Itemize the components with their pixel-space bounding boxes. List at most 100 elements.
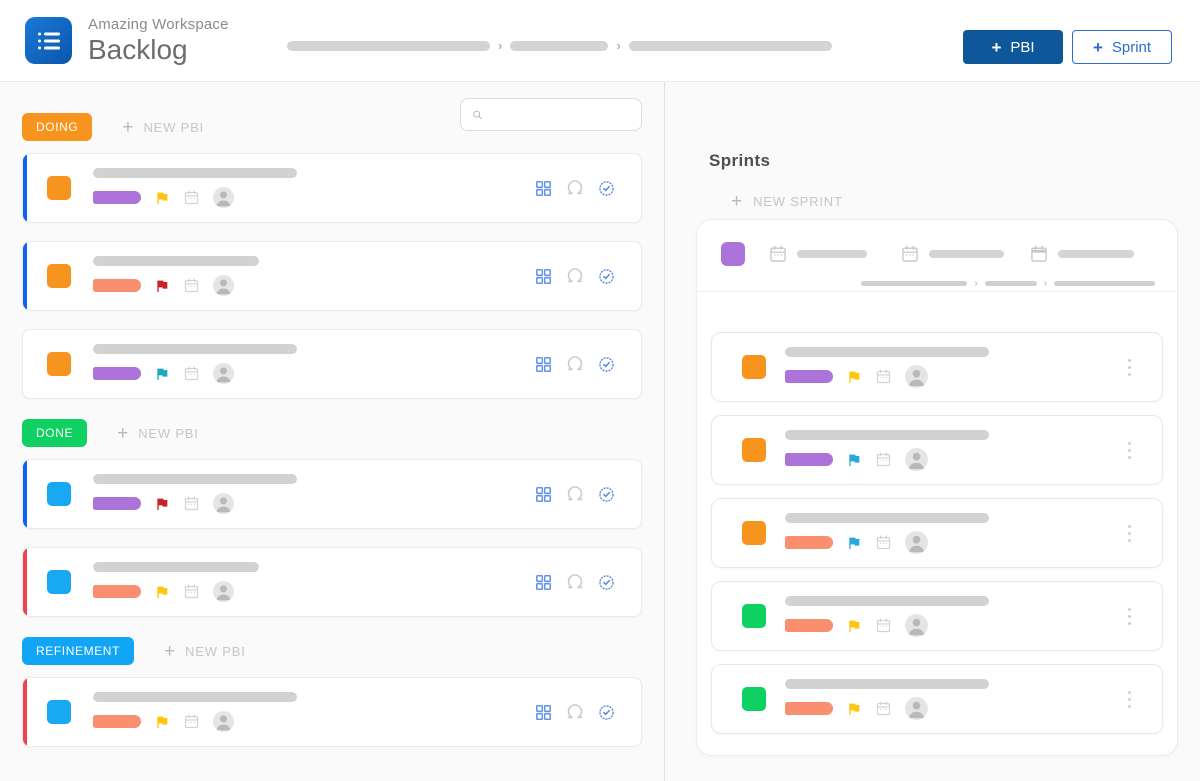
card-meta-row xyxy=(93,187,297,208)
calendar-icon xyxy=(184,278,199,293)
sprint-pbi-card[interactable] xyxy=(711,332,1163,402)
card-status-stripe xyxy=(23,242,27,310)
flag-icon xyxy=(849,620,860,632)
date-skeleton xyxy=(929,250,1004,258)
sprint-loop-icon[interactable] xyxy=(565,484,585,504)
pbi-card[interactable] xyxy=(22,153,642,223)
card-status-stripe xyxy=(23,330,27,398)
card-menu-kebab-icon[interactable] xyxy=(1124,521,1135,546)
breadcrumb-skeleton xyxy=(510,41,609,51)
board-grid-icon[interactable] xyxy=(534,179,553,198)
add-pbi-button[interactable]: + PBI xyxy=(963,30,1063,64)
calendar-icon xyxy=(184,190,199,205)
board-grid-icon[interactable] xyxy=(534,573,553,592)
card-body xyxy=(785,513,989,554)
pbi-card[interactable] xyxy=(22,241,642,311)
verified-badge-icon[interactable] xyxy=(597,573,616,592)
search-box[interactable] xyxy=(460,98,642,131)
pbi-card[interactable] xyxy=(22,677,642,747)
pbi-type-icon xyxy=(742,604,766,628)
pbi-card[interactable] xyxy=(22,547,642,617)
flag-icon xyxy=(849,371,860,383)
board-grid-icon[interactable] xyxy=(534,485,553,504)
assignee-avatar xyxy=(213,581,234,602)
new-pbi-label: NEW PBI xyxy=(185,643,246,659)
verified-badge-icon[interactable] xyxy=(597,355,616,374)
new-sprint-button[interactable]: + NEW SPRINT xyxy=(731,192,843,211)
verified-badge-icon[interactable] xyxy=(597,267,616,286)
card-tag-pill xyxy=(785,453,833,466)
pbi-card[interactable] xyxy=(22,459,642,529)
card-title-skeleton xyxy=(93,256,259,266)
sprint-loop-icon[interactable] xyxy=(565,702,585,722)
card-body xyxy=(785,679,989,720)
app-logo[interactable] xyxy=(25,17,72,64)
calendar-icon xyxy=(184,714,199,729)
new-pbi-button[interactable]: + NEW PBI xyxy=(117,424,199,443)
assignee-avatar xyxy=(905,365,928,388)
flag-icon xyxy=(157,368,168,380)
card-status-stripe xyxy=(23,548,27,616)
sprint-loop-icon[interactable] xyxy=(565,354,585,374)
backlog-sections: DOING + NEW PBI xyxy=(22,113,642,747)
add-sprint-button[interactable]: + Sprint xyxy=(1072,30,1172,64)
card-menu-kebab-icon[interactable] xyxy=(1124,604,1135,629)
flag-icon xyxy=(157,586,168,598)
card-meta-row xyxy=(93,581,259,602)
board-grid-icon[interactable] xyxy=(534,267,553,286)
new-pbi-button[interactable]: + NEW PBI xyxy=(164,642,246,661)
assignee-avatar xyxy=(213,493,234,514)
verified-badge-icon[interactable] xyxy=(597,485,616,504)
new-pbi-button[interactable]: + NEW PBI xyxy=(122,118,204,137)
search-input[interactable] xyxy=(491,106,631,123)
board-grid-icon[interactable] xyxy=(534,355,553,374)
calendar-icon xyxy=(184,496,199,511)
verified-badge-icon[interactable] xyxy=(597,179,616,198)
person-icon xyxy=(908,452,925,470)
person-icon xyxy=(908,535,925,553)
card-meta-row xyxy=(93,493,297,514)
card-body xyxy=(93,168,297,208)
assignee-avatar xyxy=(905,531,928,554)
sprint-pbi-card[interactable] xyxy=(711,415,1163,485)
card-menu-kebab-icon[interactable] xyxy=(1124,355,1135,380)
card-title-skeleton xyxy=(785,679,989,689)
assignee-avatar xyxy=(213,711,234,732)
sprint-date-review xyxy=(1029,244,1134,264)
sprints-title: Sprints xyxy=(709,151,771,170)
progress-skeleton xyxy=(984,281,1037,286)
calendar-icon xyxy=(876,452,891,467)
card-body xyxy=(93,256,259,296)
card-meta-row xyxy=(785,448,989,471)
verified-badge-icon[interactable] xyxy=(597,703,616,722)
card-actions xyxy=(534,354,616,374)
sprint-loop-icon[interactable] xyxy=(565,266,585,286)
card-tag-pill xyxy=(93,191,141,204)
sprint-loop-icon[interactable] xyxy=(565,572,585,592)
card-meta-row xyxy=(93,275,259,296)
pbi-type-icon xyxy=(742,521,766,545)
card-title-skeleton xyxy=(93,474,297,484)
pbi-type-icon xyxy=(742,355,766,379)
card-title-skeleton xyxy=(785,513,989,523)
card-menu-kebab-icon[interactable] xyxy=(1124,687,1135,712)
card-title-skeleton xyxy=(93,562,259,572)
pbi-type-icon xyxy=(47,482,71,506)
card-body xyxy=(93,692,297,732)
sprint-loop-icon[interactable] xyxy=(565,178,585,198)
sprint-date-start xyxy=(768,244,867,264)
sprint-pbi-card[interactable] xyxy=(711,581,1163,651)
card-tag-pill xyxy=(93,585,141,598)
card-title-skeleton xyxy=(785,430,989,440)
assignee-avatar xyxy=(213,187,234,208)
sprint-pbi-card[interactable] xyxy=(711,498,1163,568)
board-grid-icon[interactable] xyxy=(534,703,553,722)
sprint-pbi-card[interactable] xyxy=(711,664,1163,734)
pbi-card[interactable] xyxy=(22,329,642,399)
main-area: DOING + NEW PBI xyxy=(0,82,1200,781)
calendar-icon xyxy=(876,535,891,550)
card-menu-kebab-icon[interactable] xyxy=(1124,438,1135,463)
card-meta-row xyxy=(785,531,989,554)
card-status-stripe xyxy=(23,678,27,746)
plus-icon: + xyxy=(991,37,1002,57)
